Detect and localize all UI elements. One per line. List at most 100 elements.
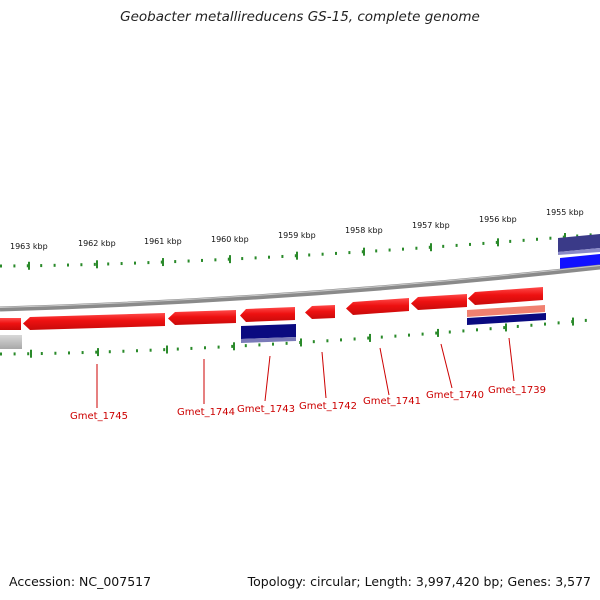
minor-tick — [335, 251, 337, 255]
kbp-label-1956: 1956 kbp — [479, 215, 517, 224]
major-tick — [430, 243, 432, 252]
gene-arrow-gmet-1742 — [305, 305, 335, 319]
minor-tick — [190, 346, 193, 350]
genome-backbone — [0, 264, 600, 312]
minor-tick — [174, 260, 177, 264]
major-tick — [572, 317, 574, 326]
minor-tick — [160, 260, 163, 264]
minor-tick — [40, 264, 43, 268]
inner-tick-track — [0, 317, 587, 358]
accession-text: Accession: NC_007517 — [9, 574, 152, 589]
minor-tick — [557, 321, 560, 325]
major-tick — [97, 348, 99, 357]
minor-tick — [448, 330, 451, 334]
minor-tick — [562, 235, 565, 239]
major-tick — [363, 247, 365, 256]
minor-tick — [402, 247, 404, 251]
kbp-label-1957: 1957 kbp — [412, 221, 450, 230]
major-tick — [162, 258, 164, 267]
minor-tick — [455, 243, 458, 247]
gene-label-gmet-1741: Gmet_1741 — [363, 396, 421, 407]
minor-tick — [482, 241, 485, 245]
minor-tick — [367, 336, 370, 340]
topology-summary-text: Topology: circular; Length: 3,997,420 bp… — [247, 574, 591, 589]
gene-arrow-gmet-1743 — [240, 307, 295, 322]
kbp-label-1963: 1963 kbp — [10, 242, 48, 251]
minor-tick — [147, 261, 150, 265]
major-tick — [233, 342, 235, 351]
leader-gmet-1739 — [508, 337, 515, 382]
minor-tick — [107, 262, 110, 266]
minor-tick — [68, 351, 70, 355]
kbp-label-1955: 1955 kbp — [546, 208, 584, 217]
minor-tick — [53, 263, 56, 267]
leader-gmet-1742 — [321, 351, 327, 399]
navy-feature-block-gmet-1743 — [241, 324, 296, 339]
leader-gmet-1740 — [440, 343, 453, 389]
minor-tick — [26, 264, 29, 268]
gene-arrow-gmet-1740 — [411, 294, 467, 310]
kbp-label-1960: 1960 kbp — [211, 235, 249, 244]
minor-tick — [394, 334, 397, 338]
minor-tick — [54, 351, 57, 355]
minor-tick — [81, 351, 84, 355]
minor-tick — [530, 323, 533, 327]
salmon-feature-block-gmet-1739 — [467, 305, 545, 317]
gene-arrow-left-edge — [0, 318, 21, 330]
major-tick — [497, 238, 499, 247]
major-tick — [166, 345, 168, 354]
gene-arrow-gmet-1745 — [23, 313, 165, 330]
minor-tick — [584, 318, 587, 322]
kbp-label-1959: 1959 kbp — [278, 231, 316, 240]
gene-label-gmet-1739: Gmet_1739 — [488, 385, 546, 396]
gene-arrow-gmet-1741 — [346, 298, 409, 315]
minor-tick — [415, 246, 418, 250]
gene-arrow-gmet-1739 — [468, 287, 543, 305]
minor-tick — [13, 352, 16, 356]
minor-tick — [231, 344, 234, 348]
minor-tick — [244, 344, 247, 348]
label-leaders — [96, 337, 515, 408]
minor-tick — [40, 352, 43, 356]
minor-tick — [285, 341, 288, 345]
gene-label-gmet-1740: Gmet_1740 — [426, 390, 484, 401]
leader-gmet-1743 — [264, 355, 271, 402]
genome-backbone-highlight — [0, 265, 600, 308]
minor-tick — [326, 339, 329, 343]
minor-tick — [576, 234, 579, 238]
minor-tick — [353, 337, 356, 341]
major-tick — [96, 260, 98, 269]
minor-tick — [136, 349, 138, 353]
minor-tick — [544, 322, 546, 326]
major-tick — [28, 261, 30, 270]
minor-tick — [495, 240, 498, 244]
major-tick — [30, 349, 32, 358]
minor-tick — [258, 343, 261, 347]
minor-tick — [380, 335, 383, 339]
outer-tick-track — [0, 233, 592, 270]
minor-tick — [95, 350, 98, 354]
minor-tick — [122, 349, 125, 353]
minor-tick — [268, 255, 270, 259]
minor-tick — [408, 333, 410, 337]
kbp-labels: 1963 kbp 1962 kbp 1961 kbp 1960 kbp 1959… — [10, 208, 584, 251]
major-tick — [300, 338, 302, 347]
minor-tick — [254, 256, 257, 260]
major-tick — [369, 333, 371, 342]
major-tick — [229, 255, 231, 264]
minor-tick — [187, 259, 190, 263]
minor-tick — [0, 264, 2, 268]
minor-tick — [476, 328, 478, 332]
minor-tick — [93, 262, 96, 266]
gene-labels: Gmet_1745 Gmet_1744 Gmet_1743 Gmet_1742 … — [70, 385, 546, 422]
minor-tick — [428, 245, 431, 249]
minor-tick — [163, 348, 166, 352]
minor-tick — [204, 346, 206, 350]
kbp-label-1958: 1958 kbp — [345, 226, 383, 235]
gene-arrows — [0, 287, 543, 330]
minor-tick — [361, 250, 364, 254]
map-title: Geobacter metallireducens GS-15, complet… — [120, 9, 480, 25]
minor-tick — [134, 261, 136, 265]
major-tick — [296, 251, 298, 260]
